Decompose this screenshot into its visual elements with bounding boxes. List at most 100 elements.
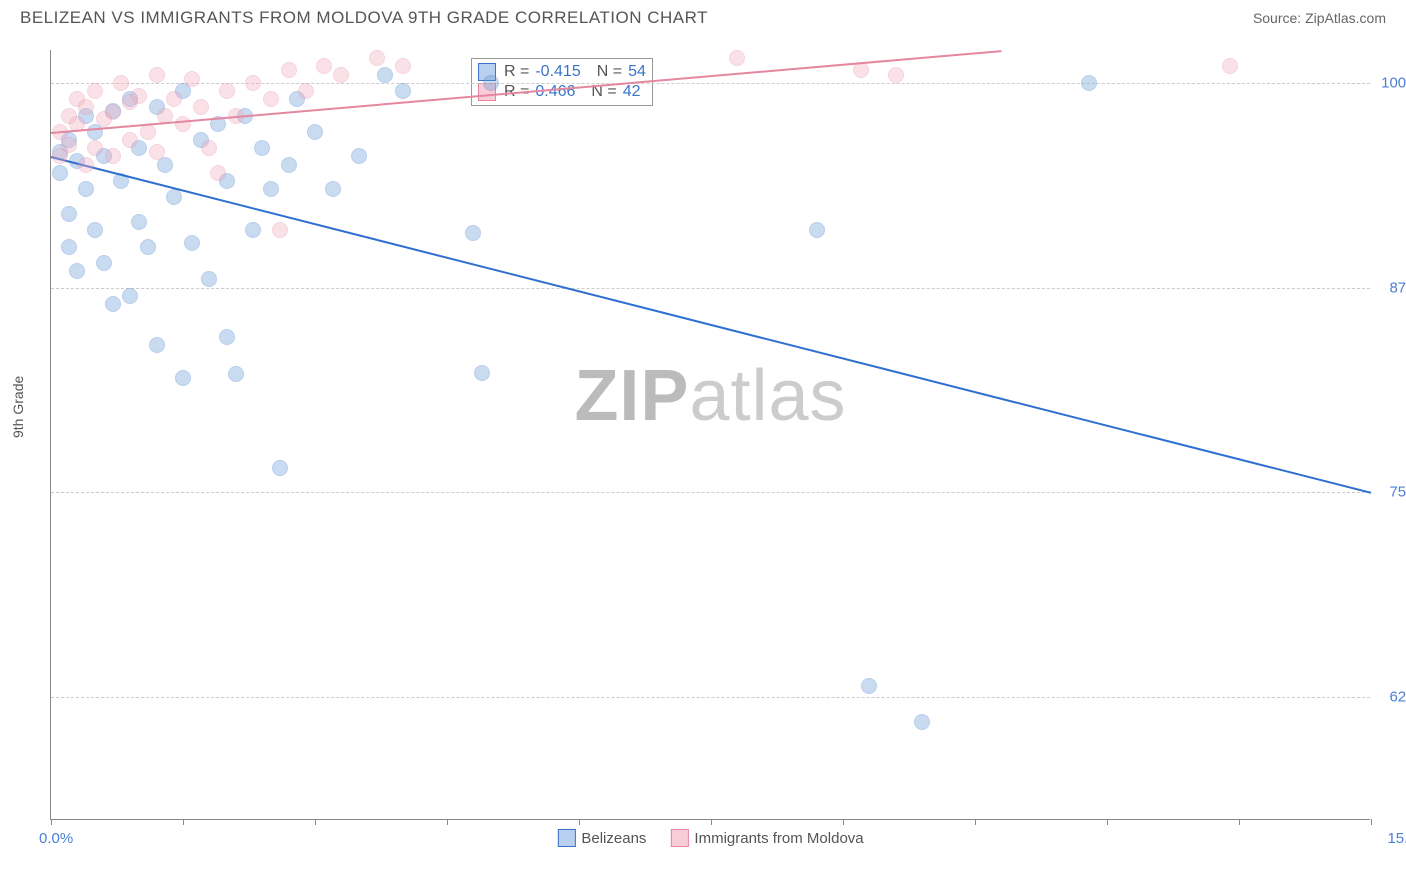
data-point <box>166 91 182 107</box>
y-axis-label: 9th Grade <box>10 376 26 438</box>
data-point <box>69 263 85 279</box>
data-point <box>298 83 314 99</box>
legend-swatch <box>670 829 688 847</box>
data-point <box>316 58 332 74</box>
stats-r-value: 0.466 <box>535 83 575 101</box>
data-point <box>307 124 323 140</box>
data-point <box>193 99 209 115</box>
data-point <box>861 678 877 694</box>
chart-header: BELIZEAN VS IMMIGRANTS FROM MOLDOVA 9TH … <box>0 0 1406 32</box>
stats-n-value: 42 <box>623 83 641 101</box>
data-point <box>105 148 121 164</box>
x-tick <box>183 819 184 825</box>
data-point <box>377 67 393 83</box>
x-tick <box>711 819 712 825</box>
data-point <box>149 337 165 353</box>
data-point <box>228 366 244 382</box>
data-point <box>149 144 165 160</box>
data-point <box>131 88 147 104</box>
watermark: ZIPatlas <box>574 355 846 437</box>
x-axis-min-label: 0.0% <box>39 830 73 847</box>
data-point <box>729 50 745 66</box>
data-point <box>483 75 499 91</box>
y-tick-label: 87.5% <box>1389 279 1406 296</box>
x-tick <box>51 819 52 825</box>
data-point <box>201 271 217 287</box>
gridline-h <box>51 697 1370 698</box>
x-tick <box>1371 819 1372 825</box>
data-point <box>263 181 279 197</box>
data-point <box>263 91 279 107</box>
x-axis-max-label: 15.0% <box>1387 830 1406 847</box>
data-point <box>175 116 191 132</box>
y-tick-label: 75.0% <box>1389 484 1406 501</box>
stats-n-label: N = <box>597 63 622 81</box>
data-point <box>395 58 411 74</box>
stats-r-label: R = <box>504 63 529 81</box>
data-point <box>87 222 103 238</box>
data-point <box>369 50 385 66</box>
x-tick <box>447 819 448 825</box>
data-point <box>105 104 121 120</box>
x-tick <box>579 819 580 825</box>
watermark-part2: atlas <box>689 356 846 436</box>
data-point <box>87 140 103 156</box>
data-point <box>105 296 121 312</box>
data-point <box>61 137 77 153</box>
data-point <box>210 165 226 181</box>
data-point <box>122 132 138 148</box>
data-point <box>333 67 349 83</box>
data-point <box>281 62 297 78</box>
data-point <box>87 83 103 99</box>
data-point <box>395 83 411 99</box>
data-point <box>809 222 825 238</box>
chart-title: BELIZEAN VS IMMIGRANTS FROM MOLDOVA 9TH … <box>20 8 708 28</box>
data-point <box>166 189 182 205</box>
data-point <box>1222 58 1238 74</box>
data-point <box>78 181 94 197</box>
x-tick <box>1107 819 1108 825</box>
data-point <box>140 124 156 140</box>
data-point <box>184 71 200 87</box>
legend-item: Belizeans <box>557 829 646 847</box>
data-point <box>245 75 261 91</box>
data-point <box>219 329 235 345</box>
data-point <box>61 206 77 222</box>
data-point <box>122 288 138 304</box>
data-point <box>78 99 94 115</box>
data-point <box>61 239 77 255</box>
data-point <box>272 222 288 238</box>
data-point <box>113 75 129 91</box>
legend-label: Immigrants from Moldova <box>694 830 863 847</box>
gridline-h <box>51 492 1370 493</box>
data-point <box>254 140 270 156</box>
gridline-h <box>51 288 1370 289</box>
data-point <box>1081 75 1097 91</box>
data-point <box>272 460 288 476</box>
data-point <box>465 225 481 241</box>
data-point <box>281 157 297 173</box>
legend-item: Immigrants from Moldova <box>670 829 863 847</box>
data-point <box>78 157 94 173</box>
y-tick-label: 62.5% <box>1389 689 1406 706</box>
data-point <box>175 370 191 386</box>
data-point <box>888 67 904 83</box>
data-point <box>914 714 930 730</box>
chart-source: Source: ZipAtlas.com <box>1253 10 1386 26</box>
x-tick <box>1239 819 1240 825</box>
legend-swatch <box>557 829 575 847</box>
data-point <box>149 67 165 83</box>
x-tick <box>975 819 976 825</box>
data-point <box>184 235 200 251</box>
regression-line <box>51 157 1371 495</box>
stats-row: R =-0.415N =54 <box>478 63 646 81</box>
chart-legend: Belizeans Immigrants from Moldova <box>557 829 863 847</box>
data-point <box>131 214 147 230</box>
scatter-chart: ZIPatlas R =-0.415N =54R =0.466N =42 0.0… <box>50 50 1370 820</box>
data-point <box>96 255 112 271</box>
watermark-part1: ZIP <box>574 356 689 436</box>
data-point <box>140 239 156 255</box>
data-point <box>219 83 235 99</box>
data-point <box>245 222 261 238</box>
data-point <box>52 165 68 181</box>
